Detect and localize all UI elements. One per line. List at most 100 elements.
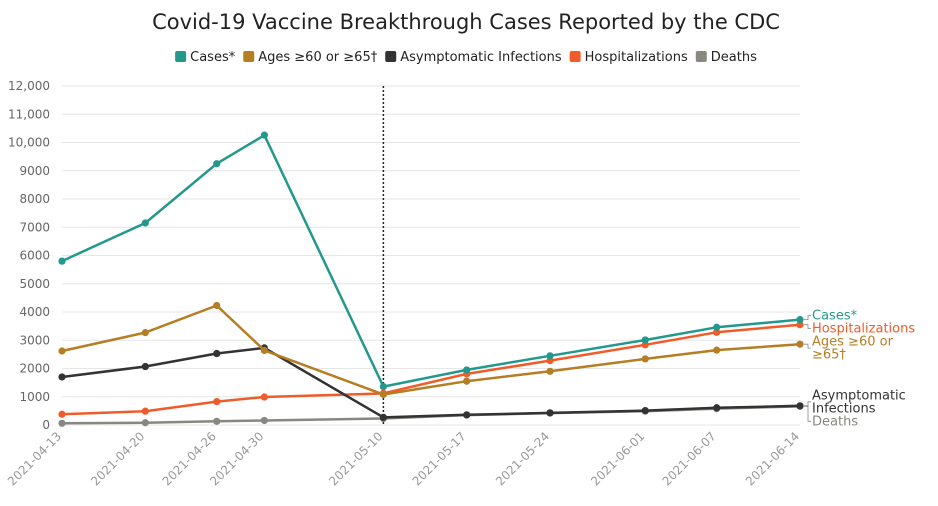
data-point[interactable] — [213, 160, 221, 168]
data-point[interactable] — [58, 347, 66, 355]
legend-label: Hospitalizations — [585, 50, 688, 65]
data-point[interactable] — [141, 219, 149, 227]
data-point[interactable] — [379, 382, 387, 391]
data-point[interactable] — [58, 410, 66, 418]
data-point[interactable] — [463, 377, 471, 385]
data-point[interactable] — [213, 349, 221, 358]
data-point[interactable] — [58, 257, 66, 265]
data-point[interactable] — [546, 352, 554, 360]
legend-label: Asymptomatic Infections — [400, 50, 562, 65]
series-asymptomatic-infections — [58, 344, 804, 421]
x-tick-label: 2021-05-10 — [326, 429, 385, 488]
end-label-text: Asymptomatic Infections — [812, 388, 906, 416]
data-point[interactable] — [463, 411, 471, 419]
legend-item: Asymptomatic Infections — [385, 50, 562, 65]
legend-swatch — [385, 51, 397, 62]
data-point[interactable] — [213, 397, 221, 406]
data-point[interactable] — [58, 373, 66, 381]
data-point[interactable] — [713, 328, 721, 336]
data-point[interactable] — [713, 323, 721, 331]
x-tick-label: 2021-05-17 — [410, 429, 469, 488]
data-point[interactable] — [641, 406, 649, 415]
y-tick-label: 5000 — [19, 277, 50, 291]
y-tick-label: 6000 — [19, 249, 50, 263]
data-point[interactable] — [58, 419, 66, 427]
legend-swatch — [695, 51, 707, 62]
data-point[interactable] — [260, 393, 268, 401]
y-tick-label: 4000 — [19, 305, 50, 319]
legend: Cases* Ages ≥60 or ≥65† Asymptomatic Infec… — [175, 50, 757, 65]
legend-item: Cases* — [175, 50, 236, 65]
x-tick-label: 2021-04-20 — [88, 429, 147, 488]
data-point[interactable] — [796, 340, 804, 348]
y-tick-label: 0 — [42, 418, 50, 432]
end-label: Deaths — [804, 406, 858, 429]
data-point[interactable] — [463, 366, 471, 374]
series-layer — [58, 131, 804, 427]
data-point[interactable] — [141, 407, 149, 415]
end-label-connector — [804, 401, 811, 407]
legend-item: Hospitalizations — [569, 50, 688, 65]
data-point[interactable] — [546, 409, 554, 417]
y-tick-label: 8000 — [19, 192, 50, 206]
data-point[interactable] — [546, 367, 554, 375]
series-ages-60-or-65 — [58, 301, 804, 399]
series-cases — [58, 131, 804, 391]
data-point[interactable] — [141, 419, 149, 427]
legend-item: Ages ≥60 or ≥65† — [243, 50, 378, 65]
x-tick-label: 2021-05-24 — [493, 429, 552, 488]
y-tick-label: 11,000 — [8, 107, 50, 121]
data-point[interactable] — [141, 329, 149, 337]
y-tick-label: 10,000 — [8, 136, 50, 150]
data-point[interactable] — [796, 321, 804, 329]
series-hospitalizations — [58, 321, 804, 418]
legend-label: Deaths — [711, 50, 757, 65]
end-label-connector — [804, 343, 811, 349]
end-label-text: Ages ≥60 or ≥65† — [812, 335, 894, 363]
x-tick-label: 2021-04-13 — [5, 429, 64, 488]
data-point[interactable] — [796, 316, 804, 324]
end-label-text: Hospitalizations — [812, 322, 915, 337]
data-point[interactable] — [260, 346, 268, 355]
end-label-connector — [804, 324, 811, 329]
end-label-connector — [804, 315, 811, 320]
y-tick-label: 1000 — [19, 390, 50, 404]
data-point[interactable] — [641, 336, 649, 344]
series-line — [61, 346, 801, 419]
data-point[interactable] — [260, 416, 268, 425]
x-tick-label: 2021-06-01 — [588, 429, 647, 488]
chart-title: Covid-19 Vaccine Breakthrough Cases Repo… — [152, 10, 780, 34]
data-point[interactable] — [379, 413, 387, 421]
data-point[interactable] — [713, 346, 721, 354]
end-label: Asymptomatic Infections — [804, 388, 906, 416]
legend-swatch — [243, 51, 255, 62]
data-point[interactable] — [141, 362, 149, 371]
legend-item: Deaths — [695, 50, 757, 65]
end-label-text: Cases* — [812, 309, 858, 324]
y-gridlines — [62, 85, 800, 426]
end-label: Hospitalizations — [804, 322, 915, 337]
x-tick-label: 2021-06-07 — [660, 429, 719, 488]
y-tick-label: 12,000 — [8, 79, 50, 93]
end-label: Ages ≥60 or ≥65† — [804, 335, 894, 363]
y-axis-ticks: 0 1000 2000 3000 4000 5000 6000 7000 8000 9000 10,… — [8, 79, 50, 432]
legend-swatch — [569, 51, 581, 62]
end-label: Cases* — [804, 309, 858, 324]
data-point[interactable] — [213, 301, 221, 310]
x-tick-label: 2021-06-14 — [743, 429, 802, 488]
legend-label: Cases* — [190, 50, 236, 65]
data-point[interactable] — [213, 417, 221, 425]
series-line — [61, 323, 801, 416]
data-point[interactable] — [713, 404, 721, 412]
legend-label: Ages ≥60 or ≥65† — [258, 50, 377, 65]
legend-swatch — [175, 51, 187, 62]
x-axis-ticks: 2021-04-13 2021-04-20 2021-04-262021-04-30… — [5, 429, 802, 488]
data-point[interactable] — [796, 402, 804, 410]
data-point[interactable] — [379, 390, 387, 399]
data-point[interactable] — [641, 355, 649, 363]
series-line — [61, 133, 801, 388]
end-label-connector — [804, 406, 811, 422]
data-point[interactable] — [260, 131, 268, 139]
